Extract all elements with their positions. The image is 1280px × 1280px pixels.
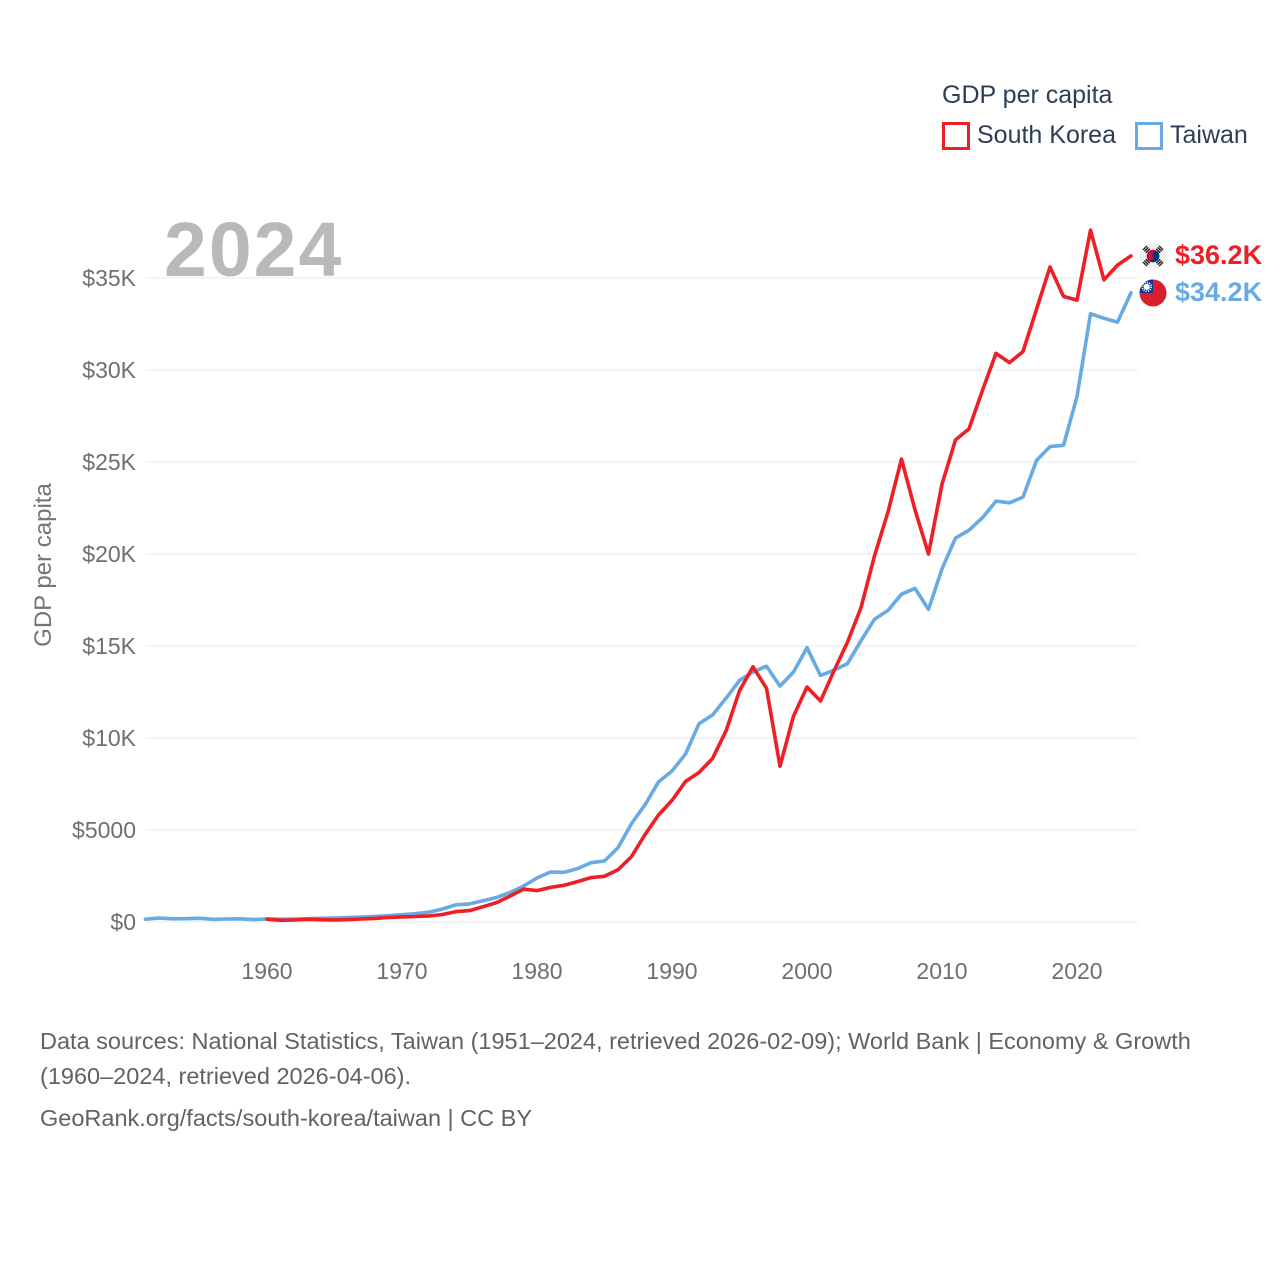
y-tick: $30K: [82, 357, 136, 383]
taiwan-flag-icon: [1139, 279, 1167, 307]
chart-title: GDP per capita: [942, 81, 1113, 109]
legend-label-south-korea: South Korea: [977, 121, 1116, 149]
y-tick: $35K: [82, 265, 136, 291]
south-korea-end-marker: $36.2K: [1139, 240, 1263, 271]
y-tick: $0: [110, 909, 136, 935]
legend-item-south-korea[interactable]: South Korea: [942, 121, 1116, 150]
legend-label-taiwan: Taiwan: [1170, 121, 1248, 149]
taiwan-swatch-icon: [1135, 121, 1163, 150]
y-tick: $10K: [82, 725, 136, 751]
x-tick: 1990: [646, 958, 698, 984]
x-tick: 2020: [1051, 958, 1103, 984]
y-tick: $20K: [82, 541, 136, 567]
taiwan-end-value: $34.2K: [1175, 277, 1263, 308]
attribution-text: GeoRank.org/facts/south-korea/taiwan | C…: [40, 1105, 532, 1131]
south-korea-end-value: $36.2K: [1175, 240, 1263, 271]
south-korea-flag-icon: [1139, 242, 1167, 270]
footer: Data sources: National Statistics, Taiwa…: [40, 1024, 1220, 1136]
x-tick: 1960: [241, 958, 293, 984]
y-tick: $5000: [72, 817, 136, 843]
x-tick: 2000: [781, 958, 833, 984]
legend: GDP per capita South Korea Taiwan: [942, 80, 1248, 150]
taiwan-end-marker: $34.2K: [1139, 277, 1263, 308]
x-tick: 1970: [376, 958, 428, 984]
x-tick: 2010: [916, 958, 968, 984]
year-watermark: 2024: [164, 207, 344, 293]
chart-canvas: [143, 228, 1138, 923]
data-sources-text: Data sources: National Statistics, Taiwa…: [40, 1028, 1191, 1089]
gridlines: [146, 277, 1138, 923]
south-korea-line: [265, 228, 1133, 923]
y-tick: $15K: [82, 633, 136, 659]
y-tick: $25K: [82, 449, 136, 475]
south-korea-swatch-icon: [942, 121, 970, 150]
legend-row: South Korea Taiwan: [942, 121, 1248, 150]
x-tick: 1980: [511, 958, 563, 984]
legend-item-taiwan[interactable]: Taiwan: [1135, 121, 1248, 150]
